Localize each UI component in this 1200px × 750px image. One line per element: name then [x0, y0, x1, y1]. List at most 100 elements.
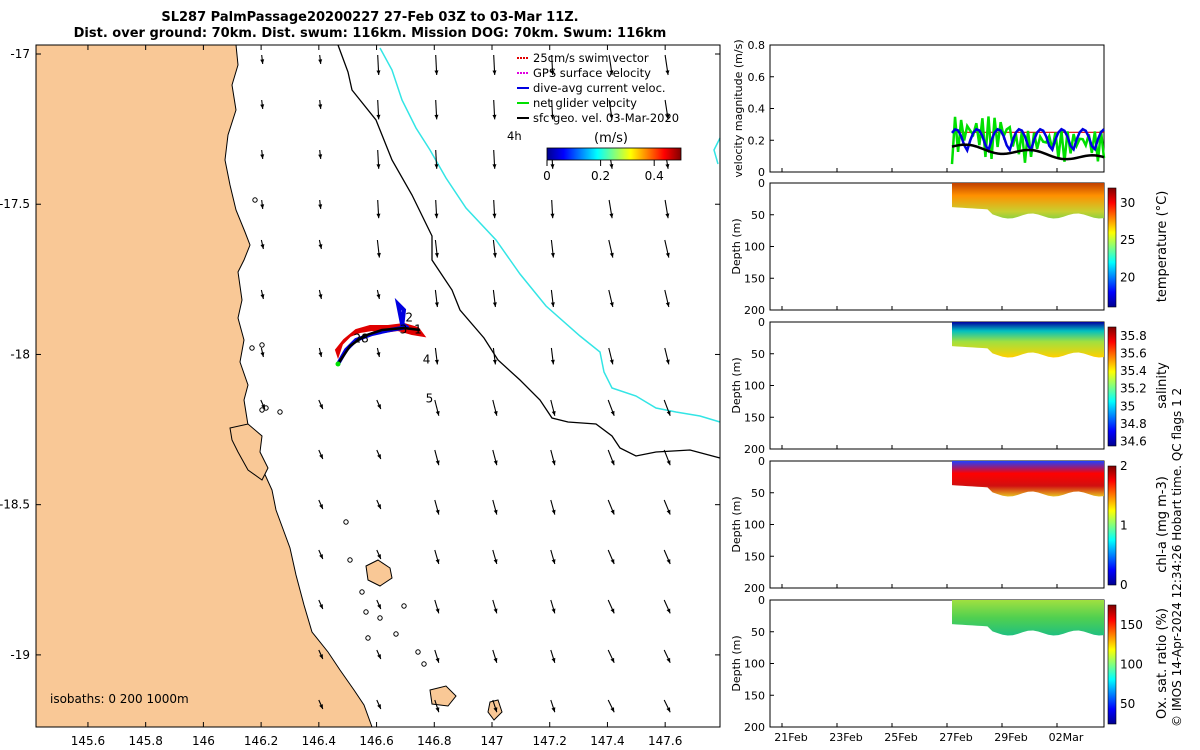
current-arrow — [607, 499, 615, 515]
speed-colorbar — [546, 147, 682, 161]
current-arrow — [376, 699, 382, 710]
current-arrow — [376, 399, 382, 410]
current-arrow — [664, 54, 670, 76]
current-arrow — [492, 549, 498, 565]
map-title-line1: SL287 PalmPassage20200227 27-Feb 03Z to … — [161, 10, 579, 25]
current-arrow — [318, 199, 323, 210]
current-arrow — [550, 499, 556, 515]
current-arrow — [607, 449, 615, 466]
legend-entry: GPS surface velocity — [533, 66, 651, 80]
colorbar-tick: 0.4 — [645, 169, 664, 183]
current-arrow — [492, 649, 498, 663]
current-arrow — [664, 239, 670, 258]
current-arrow — [492, 399, 498, 416]
surface-current-arrows — [260, 54, 671, 713]
colorbar-tick: 0.2 — [591, 169, 610, 183]
current-arrow — [492, 599, 498, 614]
x-tick-label: 147.2 — [533, 734, 567, 748]
current-arrow — [434, 239, 439, 258]
day-label: 3 — [400, 322, 408, 336]
x-tick-label: 147.6 — [648, 734, 682, 748]
current-arrow — [550, 599, 556, 614]
reef-islet — [415, 649, 421, 655]
current-arrow — [318, 449, 324, 460]
current-arrow — [550, 649, 556, 663]
current-arrow — [434, 54, 439, 76]
current-arrow — [318, 699, 324, 710]
reef-islet — [377, 615, 383, 621]
map-frame — [35, 44, 721, 728]
current-arrow — [663, 449, 671, 466]
current-arrow — [550, 54, 555, 76]
current-arrow — [608, 99, 614, 120]
current-arrow — [260, 99, 265, 110]
current-arrow — [663, 599, 671, 614]
reef-islet — [259, 342, 265, 348]
current-arrow — [434, 149, 439, 169]
current-arrow — [550, 699, 556, 713]
current-arrow — [492, 199, 497, 219]
swim-vector-cloud — [334, 322, 427, 360]
current-arrow — [663, 399, 671, 416]
current-arrow — [608, 54, 614, 76]
current-arrow — [492, 239, 497, 258]
current-arrow — [492, 54, 497, 76]
current-arrow — [550, 399, 556, 416]
x-tick-label: 147 — [481, 734, 504, 748]
current-arrow — [550, 449, 556, 466]
current-arrow — [434, 99, 439, 120]
current-arrow — [376, 499, 382, 510]
reef-islet — [365, 635, 371, 641]
current-arrow — [318, 549, 324, 560]
current-arrow — [550, 549, 556, 565]
colorbar-tick: 0 — [543, 169, 551, 183]
current-arrow — [550, 239, 555, 258]
x-tick-label: 147.4 — [590, 734, 624, 748]
current-arrow — [608, 347, 614, 365]
current-arrow — [260, 149, 265, 160]
current-arrow — [492, 699, 498, 713]
current-arrow — [607, 599, 615, 614]
current-arrow — [550, 99, 555, 120]
current-arrow — [376, 149, 381, 169]
current-arrow — [318, 149, 323, 160]
land-mainland — [35, 44, 373, 728]
legend-entry: net glider velocity — [533, 96, 637, 110]
reef-islet — [249, 345, 255, 351]
x-tick-label: 146.2 — [244, 734, 278, 748]
isobath-200m — [337, 44, 721, 459]
current-arrow — [318, 399, 324, 410]
current-arrow — [607, 399, 615, 416]
current-arrow — [434, 549, 440, 565]
current-arrow — [376, 599, 382, 610]
day-label: 2 — [405, 310, 413, 324]
y-tick-label: -17.5 — [0, 197, 30, 211]
x-tick-label: 146 — [192, 734, 215, 748]
current-arrow — [434, 289, 439, 308]
current-arrow — [608, 289, 614, 308]
current-arrow — [376, 347, 381, 358]
current-arrow — [376, 99, 381, 120]
current-arrow — [663, 699, 671, 713]
current-arrow — [492, 499, 498, 515]
current-arrow — [550, 199, 555, 219]
reef-islet — [359, 589, 365, 595]
current-arrow — [260, 239, 265, 250]
current-arrow — [492, 347, 497, 365]
current-arrow — [434, 347, 439, 365]
current-arrow — [607, 549, 615, 565]
current-arrow — [664, 289, 670, 308]
y-tick-label: -18 — [10, 347, 30, 361]
current-arrow — [434, 649, 440, 663]
reef-islet — [347, 557, 353, 563]
legend-entry: dive-avg current veloc. — [533, 81, 666, 95]
isobath-1000m — [379, 47, 721, 423]
current-arrow — [550, 347, 555, 365]
reef-islet — [277, 409, 283, 415]
x-tick-label: 145.8 — [128, 734, 162, 748]
reef-islet — [393, 631, 399, 637]
current-arrow — [318, 239, 323, 250]
current-arrow — [434, 499, 440, 515]
current-arrow — [608, 239, 614, 258]
